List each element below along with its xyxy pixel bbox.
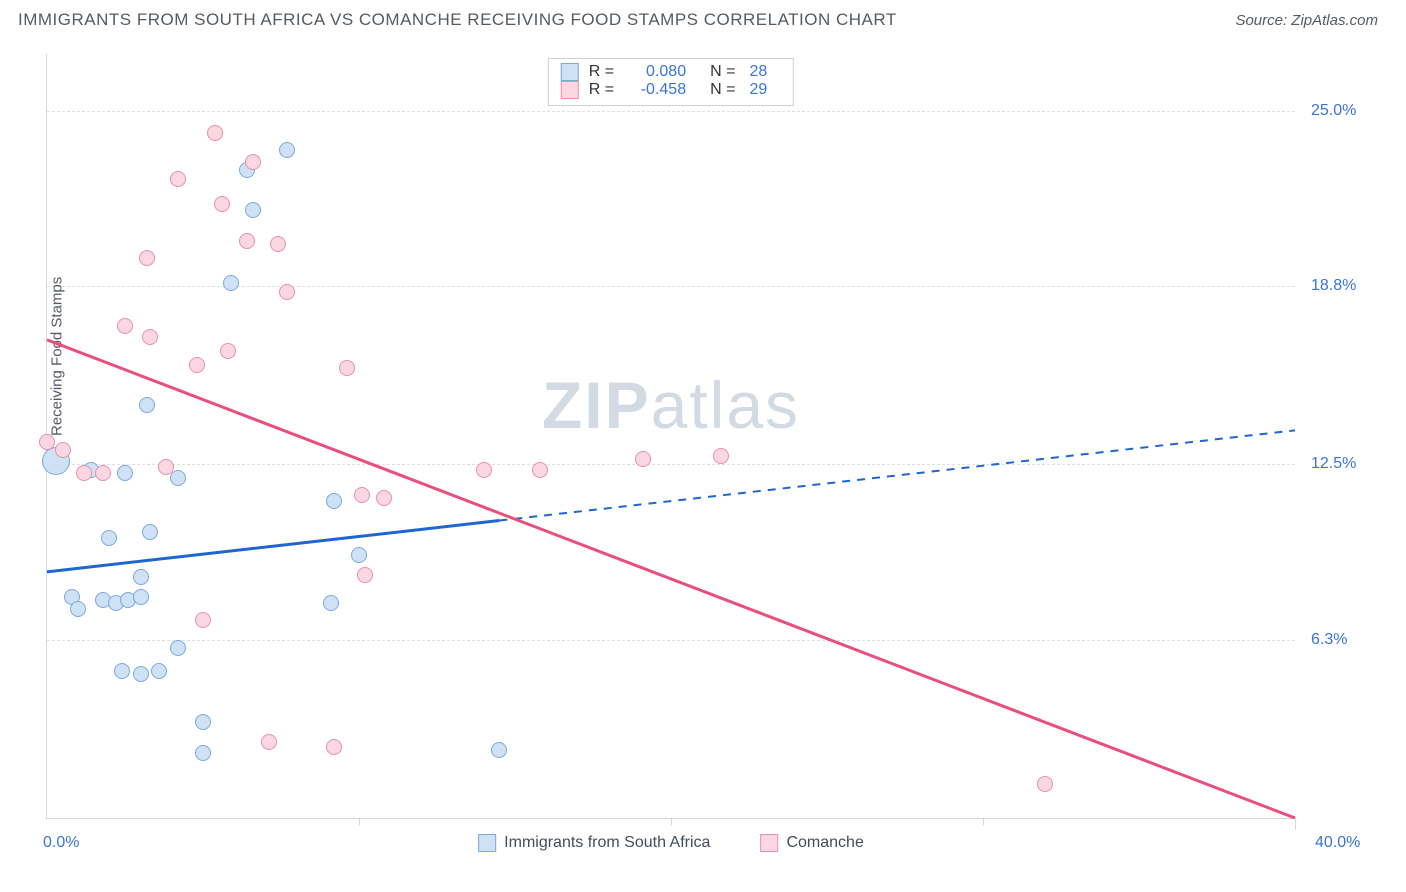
data-point-cm [357, 567, 373, 583]
stats-row-sa: R =0.080N =28 [561, 63, 781, 81]
data-point-sa [170, 640, 186, 656]
data-point-cm [532, 462, 548, 478]
data-point-sa [133, 569, 149, 585]
y-tick-label: 6.3% [1311, 631, 1347, 649]
y-axis-title: Receiving Food Stamps [49, 277, 66, 436]
data-point-sa [170, 470, 186, 486]
data-point-sa [195, 714, 211, 730]
data-point-sa [491, 742, 507, 758]
data-point-cm [354, 487, 370, 503]
data-point-cm [220, 343, 236, 359]
data-point-sa [245, 202, 261, 218]
data-point-cm [270, 236, 286, 252]
data-point-cm [170, 171, 186, 187]
legend-item-sa[interactable]: Immigrants from South Africa [478, 834, 710, 852]
data-point-cm [117, 318, 133, 334]
data-point-sa [326, 493, 342, 509]
gridline [47, 464, 1295, 465]
stats-legend: R =0.080N =28R =-0.458N =29 [548, 58, 794, 106]
data-point-sa [70, 601, 86, 617]
data-point-sa [114, 663, 130, 679]
data-point-cm [245, 154, 261, 170]
plot-area: ZIPatlas 6.3%12.5%18.8%25.0%0.0%40.0% Re… [46, 54, 1295, 819]
trend-lines [47, 54, 1295, 818]
legend-label: Immigrants from South Africa [504, 834, 710, 852]
source-attribution: Source: ZipAtlas.com [1235, 12, 1378, 29]
data-point-sa [117, 465, 133, 481]
data-point-sa [139, 397, 155, 413]
data-point-sa [101, 530, 117, 546]
data-point-sa [323, 595, 339, 611]
data-point-cm [195, 612, 211, 628]
data-point-cm [207, 125, 223, 141]
series-legend: Immigrants from South Africa Comanche [478, 834, 864, 852]
x-tick [983, 818, 984, 825]
chart-title: IMMIGRANTS FROM SOUTH AFRICA VS COMANCHE… [18, 10, 897, 30]
swatch-sa [478, 834, 496, 852]
data-point-cm [142, 329, 158, 345]
data-point-cm [158, 459, 174, 475]
legend-item-cm[interactable]: Comanche [760, 834, 863, 852]
watermark: ZIPatlas [542, 367, 800, 443]
data-point-cm [376, 490, 392, 506]
data-point-cm [326, 739, 342, 755]
data-point-sa [223, 275, 239, 291]
data-point-sa [133, 589, 149, 605]
data-point-cm [239, 233, 255, 249]
data-point-cm [76, 465, 92, 481]
data-point-cm [1037, 776, 1053, 792]
data-point-sa [351, 547, 367, 563]
data-point-sa [279, 142, 295, 158]
data-point-cm [139, 250, 155, 266]
data-point-sa [151, 663, 167, 679]
data-point-cm [476, 462, 492, 478]
x-tick [671, 818, 672, 825]
swatch-cm [760, 834, 778, 852]
data-point-cm [55, 442, 71, 458]
x-tick-label: 0.0% [43, 834, 79, 852]
stats-row-cm: R =-0.458N =29 [561, 81, 781, 99]
x-tick-label: 40.0% [1315, 834, 1360, 852]
swatch-sa [561, 63, 579, 81]
gridline [47, 640, 1295, 641]
data-point-cm [214, 196, 230, 212]
data-point-sa [133, 666, 149, 682]
y-tick-label: 25.0% [1311, 102, 1356, 120]
data-point-cm [95, 465, 111, 481]
data-point-cm [189, 357, 205, 373]
data-point-sa [195, 745, 211, 761]
data-point-cm [713, 448, 729, 464]
y-tick-label: 12.5% [1311, 455, 1356, 473]
data-point-sa [142, 524, 158, 540]
x-tick [359, 818, 360, 825]
data-point-cm [279, 284, 295, 300]
data-point-cm [635, 451, 651, 467]
y-tick-label: 18.8% [1311, 277, 1356, 295]
data-point-cm [39, 434, 55, 450]
data-point-cm [339, 360, 355, 376]
swatch-cm [561, 81, 579, 99]
gridline [47, 111, 1295, 112]
data-point-cm [261, 734, 277, 750]
legend-label: Comanche [786, 834, 863, 852]
